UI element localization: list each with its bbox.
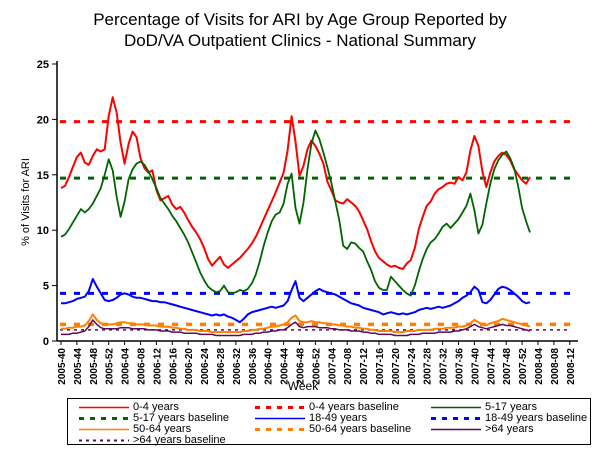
x-tick-label: 2006-20 bbox=[184, 348, 195, 385]
legend-label: >64 years baseline bbox=[133, 434, 226, 446]
x-tick-label: 2006-48 bbox=[296, 348, 307, 385]
legend-item-0-4-years-baseline: 0-4 years baseline bbox=[254, 402, 430, 413]
x-tick-label: 2007-08 bbox=[343, 348, 354, 385]
y-tick-label: 15 bbox=[37, 170, 49, 182]
x-tick-label: 2007-04 bbox=[327, 348, 338, 385]
legend-item-5-17-years-baseline: 5-17 years baseline bbox=[78, 413, 254, 424]
chart-title-line2: DoD/VA Outpatient Clinics - National Sum… bbox=[123, 31, 477, 50]
x-tick-label: 2006-44 bbox=[280, 348, 291, 385]
x-axis-title: Week bbox=[288, 379, 319, 393]
chart-title: Percentage of Visits for ARI by Age Grou… bbox=[0, 9, 600, 51]
legend-item-5-17-years: 5-17 years bbox=[430, 402, 590, 413]
x-tick-label: 2006-32 bbox=[232, 348, 243, 385]
x-tick-label: 2007-40 bbox=[470, 348, 481, 385]
y-tick-label: 5 bbox=[43, 281, 49, 293]
series-64-years bbox=[61, 319, 531, 337]
chart-legend: 0-4 years 0-4 years baseline 5-17 years 5-1… bbox=[67, 398, 591, 446]
y-tick-label: 20 bbox=[37, 114, 49, 126]
x-tick-label: 2007-16 bbox=[375, 348, 386, 385]
legend-line-sample-64-years-baseline bbox=[79, 439, 129, 442]
x-tick-label: 2006-16 bbox=[168, 348, 179, 385]
legend-label: 18-49 years baseline bbox=[485, 412, 588, 424]
legend-line-sample-18-49-years-baseline bbox=[431, 417, 481, 420]
x-tick-label: 2007-12 bbox=[359, 348, 370, 385]
x-tick-label: 2007-44 bbox=[486, 348, 497, 385]
plot-area: % of Visits for ARI Week 0 5 10 15 20 25 2005-… bbox=[20, 59, 578, 393]
x-tick-label: 2006-28 bbox=[216, 348, 227, 385]
legend-line-sample-18-49-years bbox=[255, 417, 305, 420]
x-tick-label: 2006-04 bbox=[121, 348, 132, 385]
y-tick-label: 10 bbox=[37, 225, 49, 237]
series-18-49-years bbox=[61, 278, 531, 324]
legend-item-0-4-years: 0-4 years bbox=[78, 402, 254, 413]
legend-label: 50-64 years baseline bbox=[309, 423, 412, 435]
chart-title-line1: Percentage of Visits for ARI by Age Grou… bbox=[93, 10, 507, 29]
legend-item-18-49-years: 18-49 years bbox=[254, 413, 430, 424]
y-axis-title: % of Visits for ARI bbox=[20, 158, 32, 246]
legend-line-sample-5-17-years bbox=[431, 406, 481, 409]
x-tick-label: 2005-52 bbox=[105, 348, 116, 385]
legend-item-50-64-years: 50-64 years bbox=[78, 424, 254, 435]
legend-label: 0-4 years bbox=[133, 401, 179, 413]
legend-line-sample-5-17-years-baseline bbox=[79, 417, 129, 420]
x-tick-label: 2005-48 bbox=[89, 348, 100, 385]
y-tick-label: 25 bbox=[37, 59, 49, 71]
x-tick-label: 2008-12 bbox=[566, 348, 577, 385]
x-tick-label: 2007-28 bbox=[423, 348, 434, 385]
x-tick-label: 2006-40 bbox=[264, 348, 275, 385]
x-tick-label: 2005-44 bbox=[73, 348, 84, 385]
legend-label: 5-17 years bbox=[485, 401, 537, 413]
y-tick-label: 0 bbox=[43, 336, 49, 348]
legend-line-sample-50-64-years bbox=[79, 428, 129, 431]
legend-label: >64 years bbox=[485, 423, 534, 435]
legend-item-64-years: >64 years bbox=[430, 424, 590, 435]
series-50-64-years bbox=[61, 313, 531, 334]
legend-label: 0-4 years baseline bbox=[309, 401, 399, 413]
legend-label: 5-17 years baseline bbox=[133, 412, 230, 424]
legend-line-sample-0-4-years-baseline bbox=[255, 406, 305, 409]
series-0-4-years bbox=[60, 96, 531, 270]
legend-line-sample-50-64-years-baseline bbox=[255, 428, 305, 431]
x-tick-label: 2005-40 bbox=[57, 348, 68, 385]
x-tick-label: 2006-12 bbox=[152, 348, 163, 385]
x-tick-label: 2006-52 bbox=[311, 348, 322, 385]
x-tick-label: 2008-04 bbox=[534, 348, 545, 385]
legend-label: 50-64 years bbox=[133, 423, 192, 435]
x-tick-label: 2007-36 bbox=[455, 348, 466, 385]
x-tick-label: 2007-24 bbox=[407, 348, 418, 385]
legend-label: 18-49 years bbox=[309, 412, 368, 424]
x-tick-label: 2006-36 bbox=[248, 348, 259, 385]
legend-line-sample-0-4-years bbox=[79, 406, 129, 409]
legend-line-sample-64-years bbox=[431, 428, 481, 431]
x-tick-label: 2006-08 bbox=[137, 348, 148, 385]
series-5-17-years bbox=[60, 129, 531, 297]
x-tick-label: 2006-24 bbox=[200, 348, 211, 385]
x-tick-label: 2007-32 bbox=[439, 348, 450, 385]
x-tick-label: 2007-20 bbox=[391, 348, 402, 385]
x-tick-label: 2008-08 bbox=[550, 348, 561, 385]
x-tick-label: 2007-48 bbox=[502, 348, 513, 385]
legend-item-50-64-years-baseline: 50-64 years baseline bbox=[254, 424, 430, 435]
legend-item-64-years-baseline: >64 years baseline bbox=[78, 435, 254, 446]
legend-item-18-49-years-baseline: 18-49 years baseline bbox=[430, 413, 590, 424]
x-tick-label: 2007-52 bbox=[518, 348, 529, 385]
